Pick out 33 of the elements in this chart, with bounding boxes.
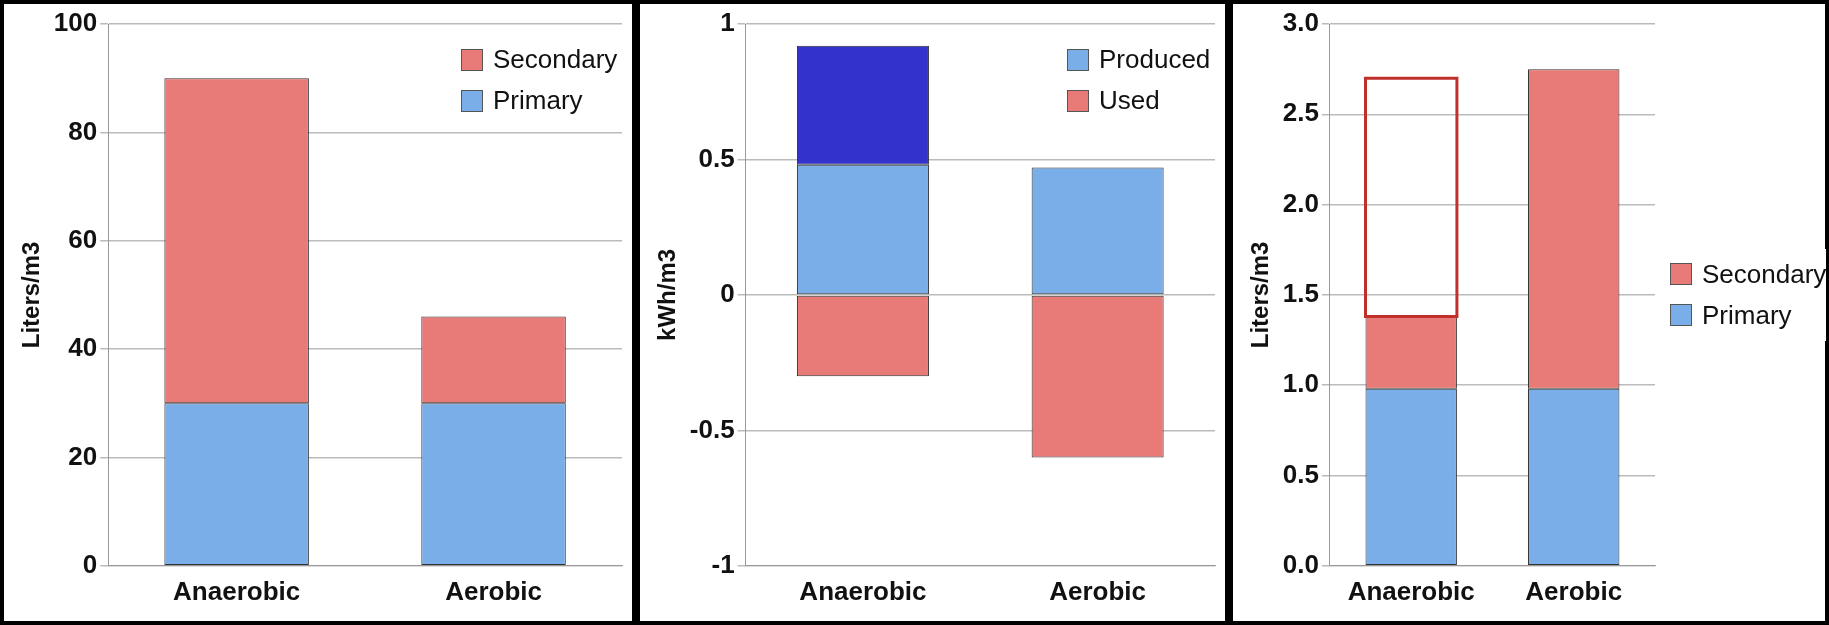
y-tick-label: 100 bbox=[53, 7, 98, 38]
y-tick-label: 0 bbox=[720, 278, 735, 309]
y-tick-label: 80 bbox=[68, 115, 98, 146]
y-tick-label: -0.5 bbox=[689, 413, 735, 444]
legend-label: Secondary bbox=[493, 44, 618, 75]
legend-label: Secondary bbox=[1702, 258, 1827, 290]
x-tick-label: Aerobic bbox=[1049, 575, 1147, 606]
legend-label: Used bbox=[1099, 85, 1160, 116]
y-tick-label: 0.0 bbox=[1282, 548, 1319, 579]
x-tick-label: Anaerobic bbox=[1347, 575, 1475, 606]
y-tick-label: 2.0 bbox=[1282, 187, 1319, 218]
x-tick-label: Aerobic bbox=[445, 575, 542, 606]
y-tick-label: 0.5 bbox=[698, 142, 735, 173]
y-tick-label: 40 bbox=[68, 332, 98, 363]
y-tick-label: 1 bbox=[720, 7, 735, 38]
y-axis-title: kWh/m3 bbox=[653, 248, 681, 341]
y-tick-label: 3.0 bbox=[1282, 7, 1319, 38]
y-tick-label: 1.0 bbox=[1282, 368, 1319, 399]
y-tick-label: -1 bbox=[711, 548, 735, 579]
y-axis-title: Liters/m3 bbox=[17, 241, 45, 349]
y-tick-label: 0.5 bbox=[1282, 458, 1319, 489]
y-tick-label: 2.5 bbox=[1282, 97, 1319, 128]
y-tick-label: 20 bbox=[68, 440, 98, 471]
legend-label: Produced bbox=[1099, 44, 1211, 75]
y-tick-label: 60 bbox=[68, 223, 98, 254]
legend-label: Primary bbox=[1702, 299, 1792, 331]
x-tick-label: Anaerobic bbox=[799, 575, 927, 606]
x-tick-label: Anaerobic bbox=[173, 575, 301, 606]
x-tick-label: Aerobic bbox=[1525, 575, 1623, 606]
y-axis-title: Liters/m3 bbox=[1246, 241, 1274, 349]
y-tick-label: 0 bbox=[82, 548, 98, 579]
y-tick-label: 1.5 bbox=[1282, 278, 1319, 309]
legend-label: Primary bbox=[493, 85, 583, 116]
